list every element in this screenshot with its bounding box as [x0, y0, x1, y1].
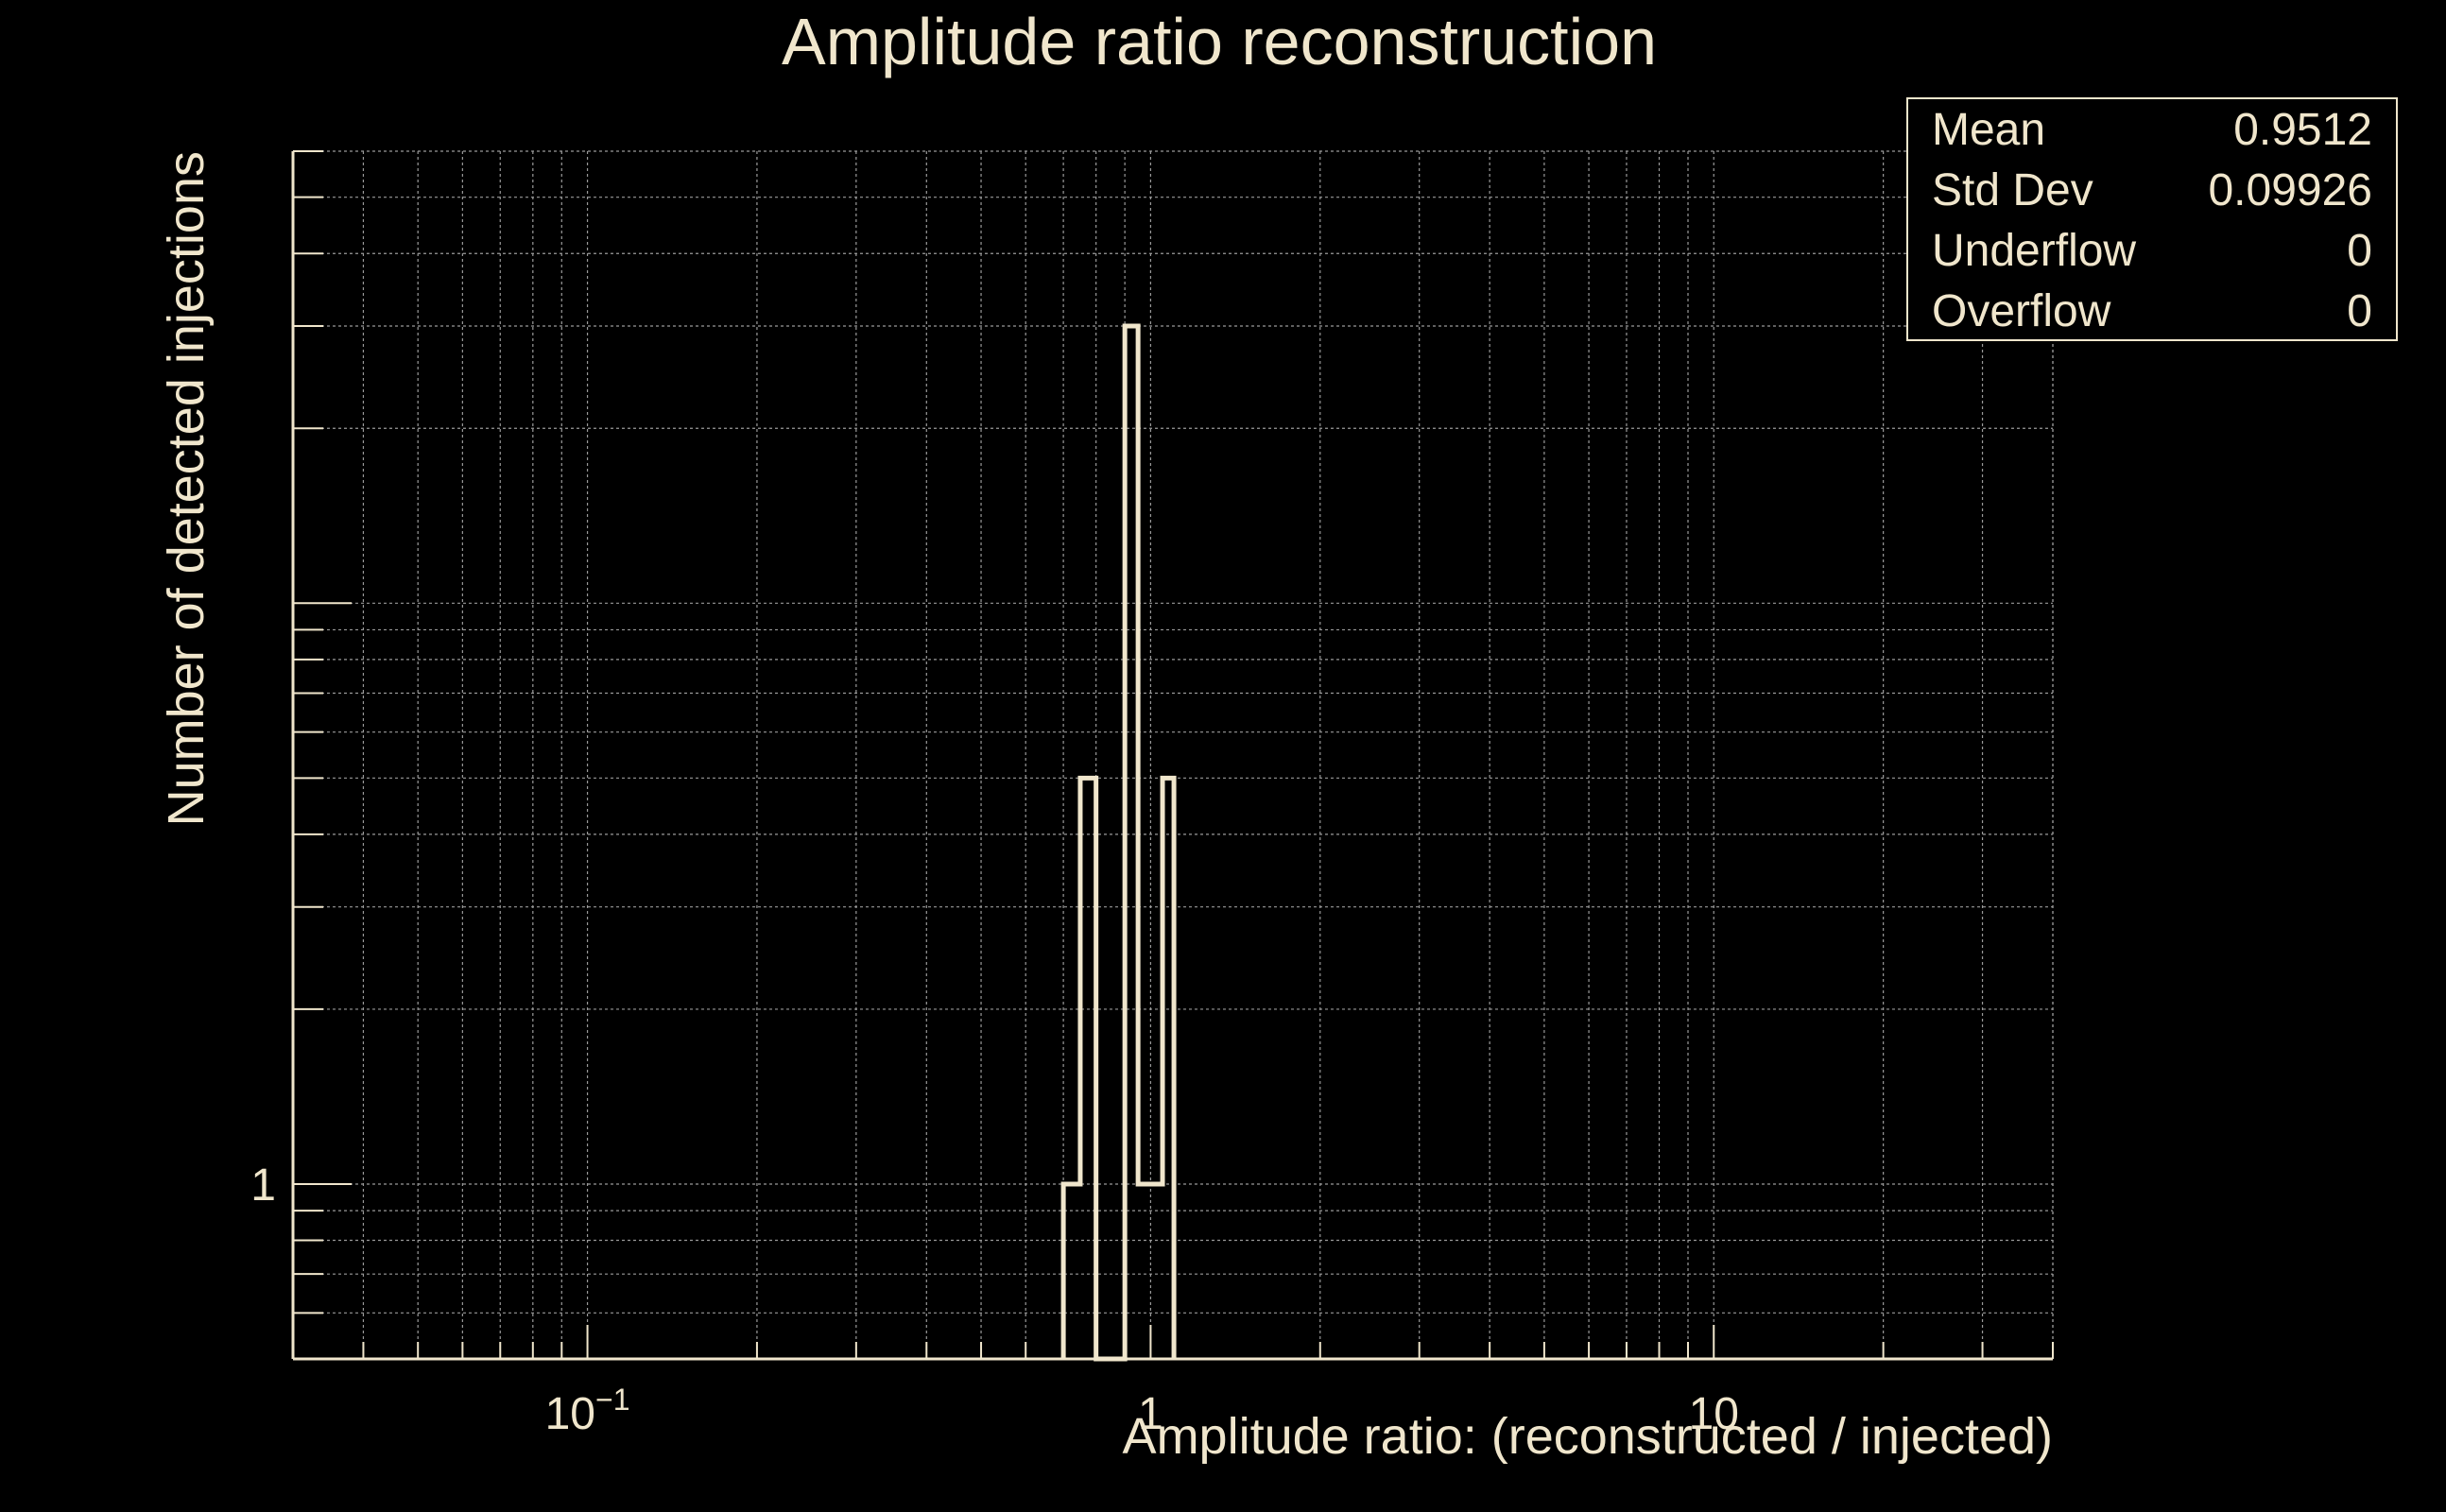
- stats-value: 0.9512: [2233, 105, 2372, 155]
- histogram-layer: [1060, 323, 1177, 1362]
- chart-title: Amplitude ratio reconstruction: [782, 5, 1657, 78]
- stats-label: Std Dev: [1932, 165, 2093, 215]
- stats-box: Mean 0.9512 Std Dev 0.09926 Underflow 0 Overfl…: [1906, 97, 2398, 341]
- stats-label: Underflow: [1932, 226, 2136, 276]
- x-tick-label: 1: [1138, 1389, 1163, 1439]
- stats-value: 0: [2347, 226, 2372, 276]
- y-axis-label: Number of detected injections: [158, 151, 215, 826]
- stats-value: 0.09926: [2208, 165, 2372, 215]
- x-axis-label: Amplitude ratio: (reconstructed / inject…: [1123, 1408, 2053, 1465]
- tick-layer: [292, 150, 2054, 1360]
- histogram-outline: [1060, 323, 1177, 1362]
- x-tick-label: 10: [1689, 1389, 1739, 1439]
- stats-label: Mean: [1932, 105, 2045, 155]
- stats-label: Overflow: [1932, 286, 2111, 336]
- y-tick-label: 1: [250, 1160, 276, 1211]
- x-tick-labels: 10−1 1 10: [545, 1383, 1739, 1439]
- stats-rows: Mean 0.9512 Std Dev 0.09926 Underflow 0 Overfl…: [1932, 105, 2372, 336]
- stats-box-frame: [1906, 97, 2398, 341]
- y-tick-labels: 1: [250, 1160, 276, 1211]
- stats-value: 0: [2347, 286, 2372, 336]
- x-tick-label: 10−1: [545, 1383, 630, 1439]
